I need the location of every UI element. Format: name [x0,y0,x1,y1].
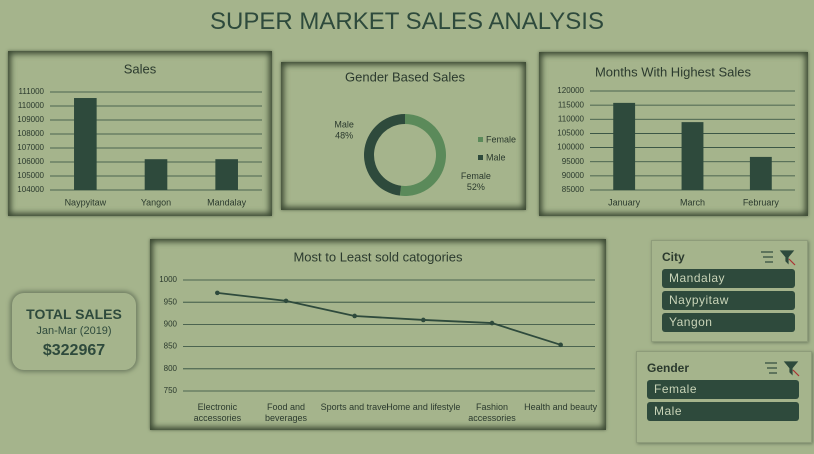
slicer-title: Gender [647,361,690,375]
legend-label: Male [486,152,506,162]
slicer-icons[interactable] [763,359,803,377]
kpi-period: Jan-Mar (2019) [36,325,112,337]
x-tick-label: March [680,197,705,207]
page-title: SUPER MARKET SALES ANALYSIS [210,8,604,35]
bar [144,159,168,190]
slice-value: 52% [467,182,485,192]
x-tick-label: Health and beauty [524,402,598,412]
slice-value: 48% [335,131,353,141]
chart-title: Most to Least sold catogories [293,249,463,264]
x-tick-label: Food and beverages [264,402,308,423]
donut-slice [364,114,405,196]
chart: Most to Least sold catogories 750 800 850 90… [159,249,595,395]
y-tick-label: 108000 [17,129,44,138]
slicer-item[interactable]: Naypyitaw [662,291,795,310]
city-slicer: City Mandalay Naypyitaw Yangon [651,240,808,342]
y-tick-label: 111000 [18,87,44,96]
y-tick-label: 950 [164,297,178,306]
y-tick-label: 95000 [562,157,585,166]
x-tick-label: Home and lifestyle [386,402,461,412]
bar [613,102,636,190]
slice-label: Male [334,120,354,130]
bar [681,122,704,190]
slicer-item[interactable]: Female [647,380,799,399]
y-tick-label: 85000 [562,185,585,194]
legend-label: Female [486,134,516,144]
y-tick-label: 850 [164,342,178,351]
y-tick-label: 109000 [17,115,44,124]
x-tick-label: Electronic accessories [193,402,242,423]
bar [74,98,97,190]
slicer-item[interactable]: Yangon [662,313,795,332]
months-panel: Months With Highest Sales 85000 90000 95000… [539,52,808,216]
chart: Sales 104000 105000 106000 107000 108000 10900… [17,61,262,207]
y-tick-label: 110000 [18,101,45,110]
y-tick-label: 90000 [562,171,585,180]
y-tick-label: 106000 [17,157,44,166]
y-tick-label: 105000 [17,171,44,180]
x-tick-label: Fashion accessories [468,402,516,423]
line-point [215,290,220,296]
sales-panel: Sales 104000 105000 106000 107000 108000 10900… [8,51,272,216]
x-tick-label: Naypyitaw [65,197,107,207]
chart-title: Gender Based Sales [345,69,465,84]
y-tick-label: 107000 [17,143,44,152]
bar [749,156,772,190]
line-series [217,291,561,346]
line-point [352,313,357,319]
gender-panel: Gender Based Sales Female 52% Female Male 48%… [281,62,526,210]
y-tick-label: 115000 [558,100,585,109]
y-tick-label: 800 [164,364,178,373]
x-tick-label: Yangon [141,197,171,207]
gender-slicer: Gender Female Male [636,351,812,443]
line-point [283,298,289,304]
slicer-item[interactable]: Male [647,402,799,421]
y-tick-label: 110000 [558,114,585,123]
line-point [558,342,563,348]
slicer-icons[interactable] [759,248,799,266]
y-tick-label: 900 [164,320,178,329]
categories-panel: Most to Least sold catogories 750 800 850 90… [150,239,606,430]
slicer-item[interactable]: Mandalay [662,269,795,288]
x-tick-label: February [743,197,780,207]
kpi-value: $322967 [42,342,106,359]
x-tick-label: Mandalay [207,197,247,207]
y-tick-label: 100000 [557,143,584,152]
x-tick-label: January [608,197,641,207]
kpi-card: TOTAL SALES Jan-Mar (2019) $322967 [12,293,136,370]
y-tick-label: 105000 [557,129,584,138]
chart: Months With Highest Sales 85000 90000 95000… [557,64,795,207]
bar [215,159,238,190]
line-point [421,317,426,323]
chart-title: Months With Highest Sales [595,64,752,79]
chart-title: Sales [124,61,157,76]
line-point [489,320,495,326]
slice-label: Female [461,171,491,181]
y-tick-label: 750 [164,386,178,395]
x-tick-label: Sports and travel [320,402,389,412]
y-tick-label: 104000 [17,185,44,194]
y-tick-label: 120000 [557,86,584,95]
legend-swatch [478,155,483,160]
kpi-title: TOTAL SALES [26,306,122,322]
legend-swatch [478,137,483,142]
y-tick-label: 1000 [159,275,177,284]
chart: Gender Based SalesFemale52%FemaleMale48%… [334,69,516,196]
donut-slice [399,114,446,196]
slicer-title: City [662,250,685,264]
